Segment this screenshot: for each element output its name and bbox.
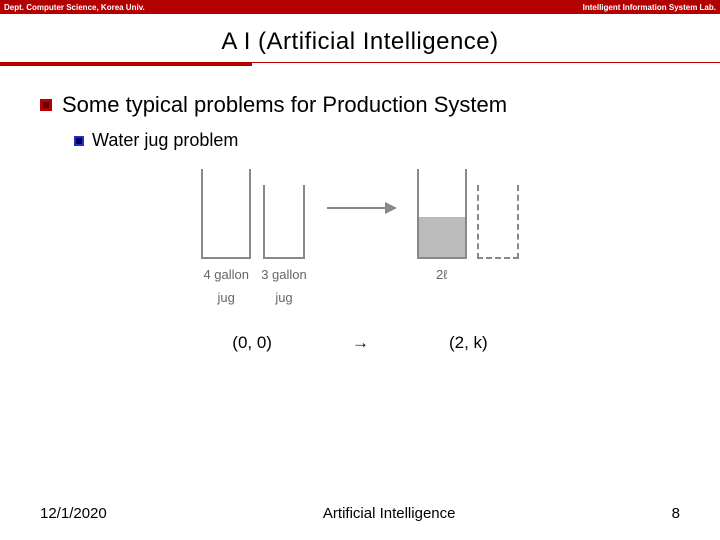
jug-4 xyxy=(477,185,519,259)
state-right: (2, k) xyxy=(449,333,488,353)
arrow-icon xyxy=(327,199,397,217)
bullet-main-row: Some typical problems for Production Sys… xyxy=(40,92,680,118)
footer: 12/1/2020 Artificial Intelligence 8 xyxy=(0,505,720,522)
footer-date: 12/1/2020 xyxy=(40,505,107,522)
jug-pair-right: 2ℓ xyxy=(417,169,519,305)
jug-1-label: 4 gallon xyxy=(203,267,249,282)
jug-col-1: 4 gallon jug xyxy=(201,169,251,305)
jug-col-3: 2ℓ xyxy=(417,169,467,305)
state-arrow: → xyxy=(352,333,369,353)
state-row: (0, 0) → (2, k) xyxy=(40,333,680,353)
jug-3-fill xyxy=(419,217,465,257)
jug-4-spacer xyxy=(496,290,500,305)
jug-2-sublabel: jug xyxy=(275,290,292,305)
jug-1-sublabel: jug xyxy=(218,290,235,305)
bullet-red-icon xyxy=(40,99,52,111)
jug-diagram: 4 gallon jug 3 gallon jug xyxy=(40,169,680,305)
footer-center: Artificial Intelligence xyxy=(323,505,456,522)
jug-group-right: 2ℓ xyxy=(417,169,519,305)
jug-3-label: 2ℓ xyxy=(436,267,447,282)
header-left: Dept. Computer Science, Korea Univ. xyxy=(4,3,145,12)
state-left: (0, 0) xyxy=(232,333,272,353)
jug-4-label xyxy=(496,267,500,282)
jug-2-label: 3 gallon xyxy=(261,267,307,282)
content: Some typical problems for Production Sys… xyxy=(0,72,720,353)
footer-page: 8 xyxy=(672,505,680,522)
header-right: Intelligent Information System Lab. xyxy=(583,3,716,12)
title-area: A I (Artificial Intelligence) xyxy=(0,14,720,72)
jug-3-spacer xyxy=(440,290,444,305)
bullet-blue-icon xyxy=(74,136,84,146)
jug-pair-left: 4 gallon jug 3 gallon jug xyxy=(201,169,307,305)
jug-1 xyxy=(201,169,251,259)
bullet-main-text: Some typical problems for Production Sys… xyxy=(62,92,507,118)
jug-2 xyxy=(263,185,305,259)
page-title: A I (Artificial Intelligence) xyxy=(0,28,720,56)
jug-col-4 xyxy=(477,185,519,305)
bullet-sub-row: Water jug problem xyxy=(74,130,680,151)
jug-3 xyxy=(417,169,467,259)
jug-col-2: 3 gallon jug xyxy=(261,185,307,305)
header-bar: Dept. Computer Science, Korea Univ. Inte… xyxy=(0,0,720,14)
bullet-sub-text: Water jug problem xyxy=(92,130,238,151)
title-underline xyxy=(0,62,720,66)
jug-group-left: 4 gallon jug 3 gallon jug xyxy=(201,169,307,305)
